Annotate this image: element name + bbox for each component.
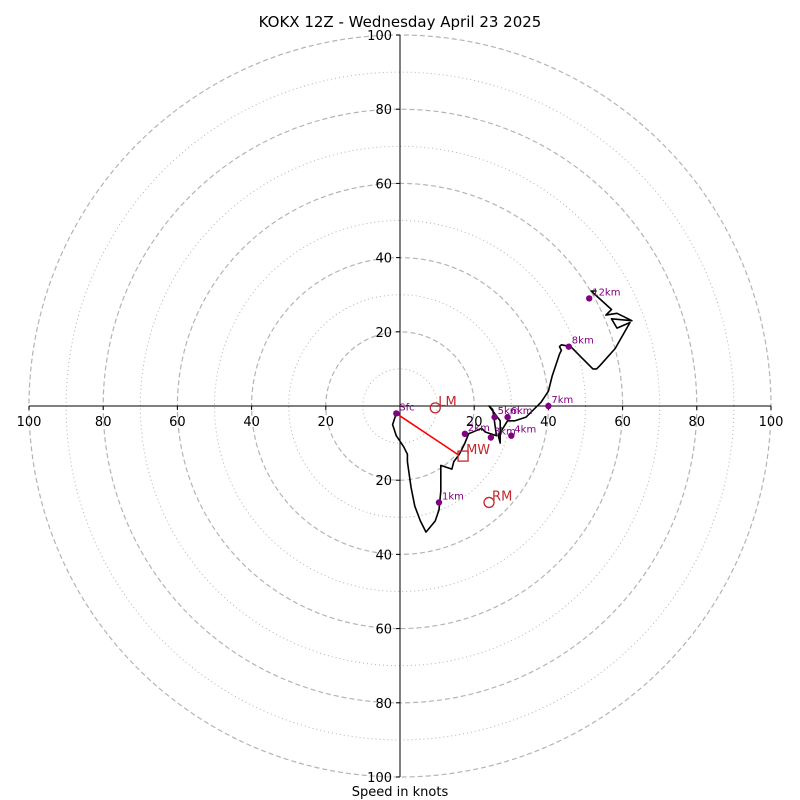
height-label-sfc: Sfc (399, 402, 414, 413)
hodograph-trace (391, 290, 633, 533)
chart-title: KOKX 12Z - Wednesday April 23 2025 (259, 13, 542, 31)
motion-label-lm: LM (438, 395, 456, 410)
tick-labels: 100 80 60 40 20 20 40 60 80 100 100 80 60 40 20 20 40 60 8… (17, 29, 784, 786)
axes (29, 35, 771, 777)
motion-marker-lm (429, 402, 441, 414)
height-marker-12km (586, 295, 593, 302)
storm-motion-markers: LM RM MW (429, 395, 512, 509)
y-tick-label: 40 (375, 252, 392, 267)
x-tick-label: 80 (95, 415, 112, 430)
x-tick-label: 20 (466, 415, 483, 430)
y-tick-label: 80 (375, 103, 392, 118)
y-tick-label: 40 (375, 548, 392, 563)
x-tick-label: 100 (759, 415, 784, 430)
y-tick-label: 100 (367, 771, 392, 786)
motion-marker-mw (457, 450, 469, 462)
y-tick-label: 100 (367, 29, 392, 44)
y-tick-label: 20 (375, 326, 392, 341)
x-axis-label: Speed in knots (352, 785, 449, 800)
height-marker-1km (435, 499, 443, 506)
height-marker-3km (487, 434, 495, 441)
height-marker-2km (461, 430, 469, 438)
motion-marker-rm (483, 496, 495, 509)
x-tick-label: 20 (318, 415, 335, 430)
height-label-2km: 2km (468, 423, 490, 434)
hodograph-trace-group (391, 290, 633, 533)
height-marker-6km (504, 413, 511, 421)
height-label-4km: 4km (514, 425, 536, 436)
y-tick-label: 80 (375, 697, 392, 712)
x-tick-label: 80 (689, 415, 706, 430)
shear-vector-group (395, 412, 458, 455)
x-tick-label: 40 (540, 415, 557, 430)
y-tick-label: 60 (375, 177, 392, 192)
height-label-12km: 12km (592, 287, 620, 298)
height-label-1km: 1km (442, 491, 464, 502)
x-tick-label: 100 (17, 415, 42, 430)
height-label-7km: 7km (551, 395, 573, 406)
y-tick-label: 20 (375, 474, 392, 489)
x-tick-label: 60 (614, 415, 631, 430)
x-tick-label: 40 (243, 415, 260, 430)
height-marker-sfc (393, 410, 400, 417)
height-label-8km: 8km (572, 336, 594, 347)
y-tick-label: 60 (375, 623, 392, 638)
height-marker-4km (508, 432, 515, 439)
shear-vector (395, 412, 458, 455)
motion-label-mw: MW (466, 443, 490, 458)
height-label-3km: 3km (494, 427, 516, 438)
motion-label-rm: RM (492, 489, 512, 504)
height-marker-7km (545, 402, 552, 410)
x-tick-label: 60 (169, 415, 186, 430)
height-marker-8km (565, 343, 573, 350)
height-label-5km: 5km (498, 406, 520, 417)
height-label-6km: 6km (511, 406, 533, 417)
height-marker-5km (491, 413, 498, 421)
